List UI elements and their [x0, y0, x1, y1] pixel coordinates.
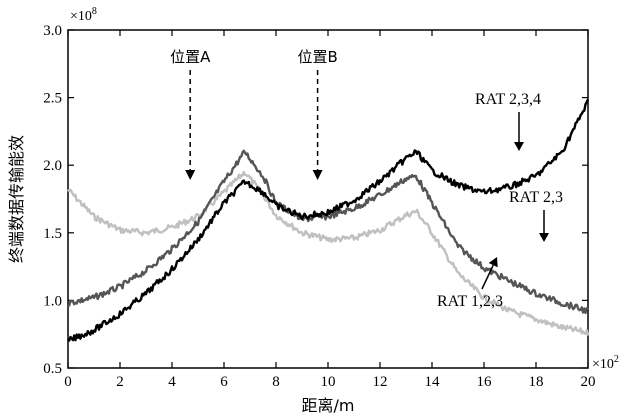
series-lines [67, 98, 590, 342]
position-label: 位置A [170, 48, 211, 66]
y-tick-label: 1.0 [43, 293, 62, 309]
series-label: RAT 2,3,4 [475, 91, 541, 108]
position-label: 位置B [297, 48, 337, 66]
x-tick-label: 6 [220, 374, 228, 390]
annotations: 位置A 位置B [170, 48, 338, 180]
y-axis-title: 终端数据传输能效 [7, 135, 26, 263]
series-label-arrow-head [488, 257, 498, 268]
x-multiplier-exp: 2 [614, 354, 619, 365]
series-label-arrow [481, 264, 494, 290]
series-line [67, 98, 590, 342]
x-tick-label: 2 [116, 374, 124, 390]
x-multiplier-base: ×10 [592, 357, 614, 372]
y-multiplier-exp: 8 [92, 6, 97, 17]
x-tick-label: 4 [168, 374, 176, 390]
x-tick-label: 8 [272, 374, 280, 390]
y-tick-label: 2.5 [43, 91, 62, 107]
series-label: RAT 1,2,3 [437, 293, 503, 310]
x-tick-label: 10 [321, 374, 336, 390]
y-multiplier-base: ×10 [70, 9, 92, 24]
x-axis-title: 距离/m [302, 396, 355, 415]
series-labels: RAT 2,3,4 RAT 2,3 RAT 1,2,3 [437, 91, 563, 310]
y-tick-label: 0.5 [43, 361, 62, 377]
y-multiplier: ×108 [70, 6, 97, 24]
y-axis: 0.5 1.0 1.5 2.0 2.5 3.0 [43, 23, 588, 377]
series-label-arrow-head [514, 142, 524, 151]
x-tick-label: 18 [529, 374, 544, 390]
series-label-arrow-head [539, 233, 549, 242]
x-tick-label: 20 [581, 374, 596, 390]
y-tick-label: 2.0 [43, 158, 62, 174]
x-tick-label: 16 [477, 374, 493, 390]
x-tick-label: 0 [64, 374, 72, 390]
series-label: RAT 2,3 [509, 189, 563, 206]
series-line [67, 149, 589, 315]
y-tick-label: 3.0 [43, 23, 62, 39]
x-tick-label: 12 [373, 374, 388, 390]
position-arrow-head [185, 170, 196, 180]
y-tick-label: 1.5 [43, 226, 62, 242]
x-tick-label: 14 [425, 374, 441, 390]
x-axis: 0 2 4 6 8 10 12 14 16 18 20 [64, 30, 596, 390]
x-multiplier: ×102 [592, 354, 619, 372]
position-arrow-head [312, 170, 323, 180]
series-line [67, 170, 590, 336]
